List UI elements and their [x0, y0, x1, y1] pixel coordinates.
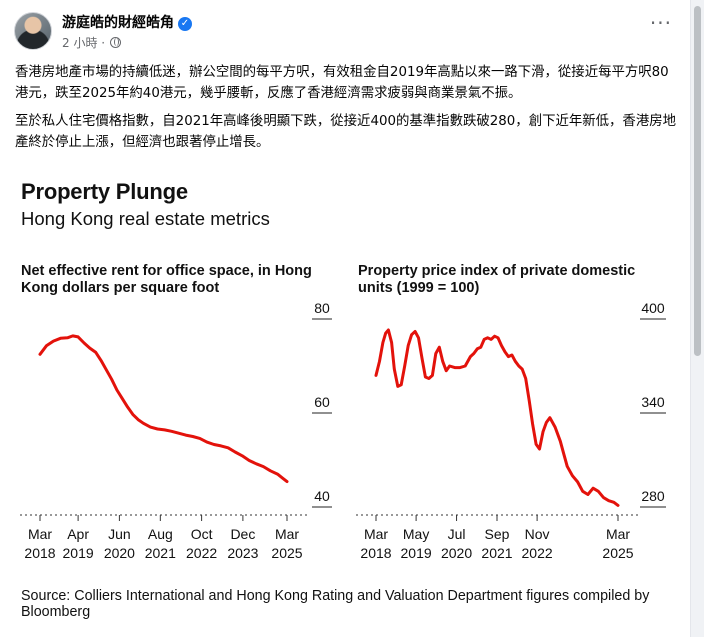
- author-avatar[interactable]: [14, 12, 52, 50]
- price-index-chart: Property price index of private domestic…: [356, 263, 666, 561]
- page-scrollbar[interactable]: [691, 0, 704, 637]
- author-name-text[interactable]: 游庭皓的財經皓角: [62, 15, 174, 31]
- post-paragraph-2: 至於私人住宅價格指數，自2021年高峰後明顯下跌，從接近400的基準指數跌破28…: [15, 114, 676, 150]
- x-tick-label-month: Jun: [108, 526, 131, 542]
- x-tick-label-month: Jul: [448, 526, 466, 542]
- y-tick-label: 40: [314, 488, 330, 504]
- x-tick-label-year: 2021: [145, 545, 176, 561]
- x-tick-label-month: Mar: [364, 526, 388, 542]
- x-tick-label-year: 2025: [602, 545, 633, 561]
- x-tick-label-month: Oct: [191, 526, 213, 542]
- y-tick-label: 340: [641, 394, 665, 410]
- series-line: [38, 334, 289, 484]
- office-rent-chart: Net effective rent for office space, in …: [20, 263, 332, 561]
- post-meta: 2 小時 ·: [62, 34, 122, 51]
- author-name[interactable]: 游庭皓的財經皓角 ✓: [62, 12, 192, 32]
- x-tick-label-month: Aug: [148, 526, 173, 542]
- x-tick-label-year: 2018: [24, 545, 55, 561]
- x-tick-label-year: 2020: [104, 545, 135, 561]
- x-tick-label-month: Sep: [485, 526, 510, 542]
- x-tick-label-year: 2022: [522, 545, 553, 561]
- y-tick-label: 280: [641, 488, 665, 504]
- y-tick-label: 80: [314, 300, 330, 316]
- post-header: 游庭皓的財經皓角 ✓ 2 小時 · ···: [14, 12, 674, 54]
- figure-source: Source: Colliers International and Hong …: [21, 588, 650, 620]
- chart-title-line-1: Property price index of private domestic: [358, 263, 635, 279]
- chart-title-line-1: Net effective rent for office space, in …: [21, 263, 312, 279]
- x-tick-label-year: 2023: [227, 545, 258, 561]
- scrollbar-thumb[interactable]: [694, 6, 701, 356]
- x-tick-label-month: May: [403, 526, 429, 542]
- y-tick-label: 60: [314, 394, 330, 410]
- x-tick-label-month: Apr: [67, 526, 89, 542]
- post-timestamp[interactable]: 2 小時: [62, 36, 98, 50]
- y-tick-label: 400: [641, 300, 665, 316]
- x-tick-label-year: 2019: [63, 545, 94, 561]
- more-options-icon[interactable]: ···: [649, 11, 672, 35]
- globe-icon: [110, 37, 122, 48]
- figure-title: Property Plunge: [21, 179, 188, 204]
- verified-badge-icon: ✓: [178, 17, 192, 31]
- x-tick-label-month: Dec: [230, 526, 255, 542]
- x-tick-label-year: 2021: [481, 545, 512, 561]
- x-tick-label-month: Nov: [525, 526, 550, 542]
- figure-subtitle: Hong Kong real estate metrics: [21, 208, 270, 229]
- series-line: [374, 328, 620, 507]
- post-image-chart[interactable]: Property Plunge Hong Kong real estate me…: [0, 165, 689, 637]
- x-tick-label-year: 2019: [401, 545, 432, 561]
- x-tick-label-year: 2018: [360, 545, 391, 561]
- post-paragraph-1: 香港房地產市場的持續低迷，辦公空間的每平方呎，有效租金自2019年高點以來一路下…: [15, 65, 669, 101]
- x-tick-label-year: 2020: [441, 545, 472, 561]
- x-tick-label-month: Mar: [28, 526, 52, 542]
- chart-title-line-2: units (1999 = 100): [358, 280, 479, 296]
- chart-title-line-2: Kong dollars per square foot: [21, 280, 219, 296]
- x-tick-label-month: Mar: [275, 526, 299, 542]
- x-tick-label-month: Mar: [606, 526, 630, 542]
- x-tick-label-year: 2025: [271, 545, 302, 561]
- x-tick-label-year: 2022: [186, 545, 217, 561]
